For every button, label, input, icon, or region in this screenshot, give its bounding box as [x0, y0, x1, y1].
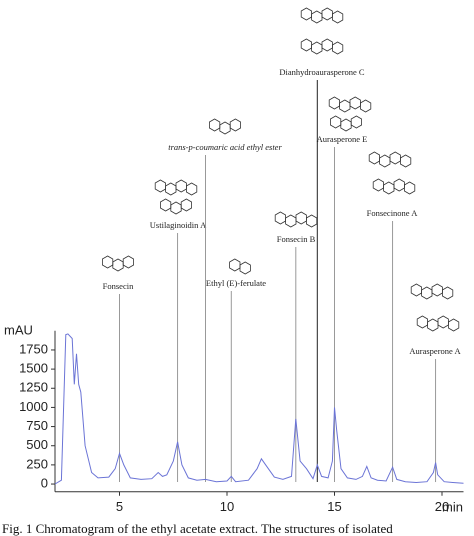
ring: [339, 99, 351, 113]
caption: Fig. 1 Chromatogram of the ethyl acetate…: [2, 521, 393, 536]
ring: [170, 201, 182, 215]
ring: [159, 198, 172, 212]
ring: [229, 258, 241, 272]
ring: [383, 181, 395, 195]
ring: [410, 283, 423, 297]
ring: [321, 7, 333, 21]
trace: [54, 333, 464, 485]
structure-drawing: [159, 198, 193, 215]
ring: [379, 154, 391, 168]
peak-label: Dianhydroaurasperone C: [279, 67, 365, 77]
y-tick-label: 1250: [19, 380, 48, 395]
ring: [208, 118, 221, 132]
ring: [180, 198, 193, 212]
ring: [300, 38, 313, 52]
x-tick-label: 15: [327, 499, 341, 514]
ring: [219, 121, 231, 135]
structure-drawing: [102, 255, 135, 272]
ring: [329, 115, 342, 129]
ring: [331, 41, 344, 55]
ring: [403, 181, 416, 195]
ring: [239, 261, 251, 275]
y-tick-label: 1000: [19, 399, 48, 414]
y-tick-label: 1750: [19, 341, 48, 356]
structure-drawing: [208, 118, 242, 135]
ring: [368, 151, 381, 165]
ring: [340, 118, 352, 132]
peak-label: Ustilaginoidin A: [150, 220, 207, 230]
peak-label: Fonsecin: [103, 281, 134, 291]
x-axis-label: min: [442, 499, 463, 514]
structure-drawing: [410, 283, 454, 300]
ring: [349, 96, 361, 110]
ring: [154, 179, 167, 193]
peak-label: Fonsecinone A: [367, 208, 419, 218]
structure-drawing: [229, 258, 251, 275]
ring: [229, 118, 242, 132]
structure-drawing: [300, 7, 344, 24]
ring: [399, 154, 412, 168]
peak-label: Ethyl (E)-ferulate: [206, 278, 266, 288]
y-tick-label: 1500: [19, 361, 48, 376]
ring: [350, 115, 363, 129]
ring: [328, 96, 341, 110]
peak-label: trans-p-coumaric acid ethyl ester: [168, 142, 282, 152]
ring: [427, 318, 439, 332]
ring: [441, 286, 454, 300]
structure-drawing: [329, 115, 363, 132]
y-tick-label: 0: [41, 475, 48, 490]
ring: [311, 10, 323, 24]
ring: [295, 211, 307, 225]
ring: [331, 10, 344, 24]
ring: [285, 214, 297, 228]
y-tick-label: 500: [26, 437, 48, 452]
structure-drawing: [372, 178, 416, 195]
ring: [311, 41, 323, 55]
ring: [165, 182, 177, 196]
structure-drawing: [300, 38, 344, 55]
ring: [359, 99, 372, 113]
ring: [175, 179, 187, 193]
y-axis-label: mAU: [4, 322, 33, 337]
y-tick-label: 750: [26, 418, 48, 433]
peak-label: Aurasperone E: [317, 134, 368, 144]
ring: [185, 182, 198, 196]
ring: [112, 258, 124, 272]
ring: [305, 214, 318, 228]
ring: [122, 255, 135, 269]
ring: [321, 38, 333, 52]
ring: [393, 178, 405, 192]
structure-drawing: [274, 211, 318, 228]
structure-drawing: [328, 96, 372, 113]
peak-label: Aurasperone A: [409, 346, 461, 356]
ring: [447, 318, 460, 332]
peak-label: Fonsecin B: [277, 234, 316, 244]
structure-drawing: [154, 179, 198, 196]
x-tick-label: 20: [435, 499, 449, 514]
ring: [437, 315, 449, 329]
ring: [421, 286, 433, 300]
ring: [431, 283, 443, 297]
ring: [300, 7, 313, 21]
structure-drawing: [416, 315, 460, 332]
ring: [102, 255, 114, 269]
y-tick-label: 250: [26, 456, 48, 471]
ring: [274, 211, 287, 225]
ring: [389, 151, 401, 165]
x-tick-label: 10: [220, 499, 234, 514]
ring: [416, 315, 429, 329]
x-tick-label: 5: [116, 499, 123, 514]
ring: [372, 178, 385, 192]
structure-drawing: [368, 151, 412, 168]
